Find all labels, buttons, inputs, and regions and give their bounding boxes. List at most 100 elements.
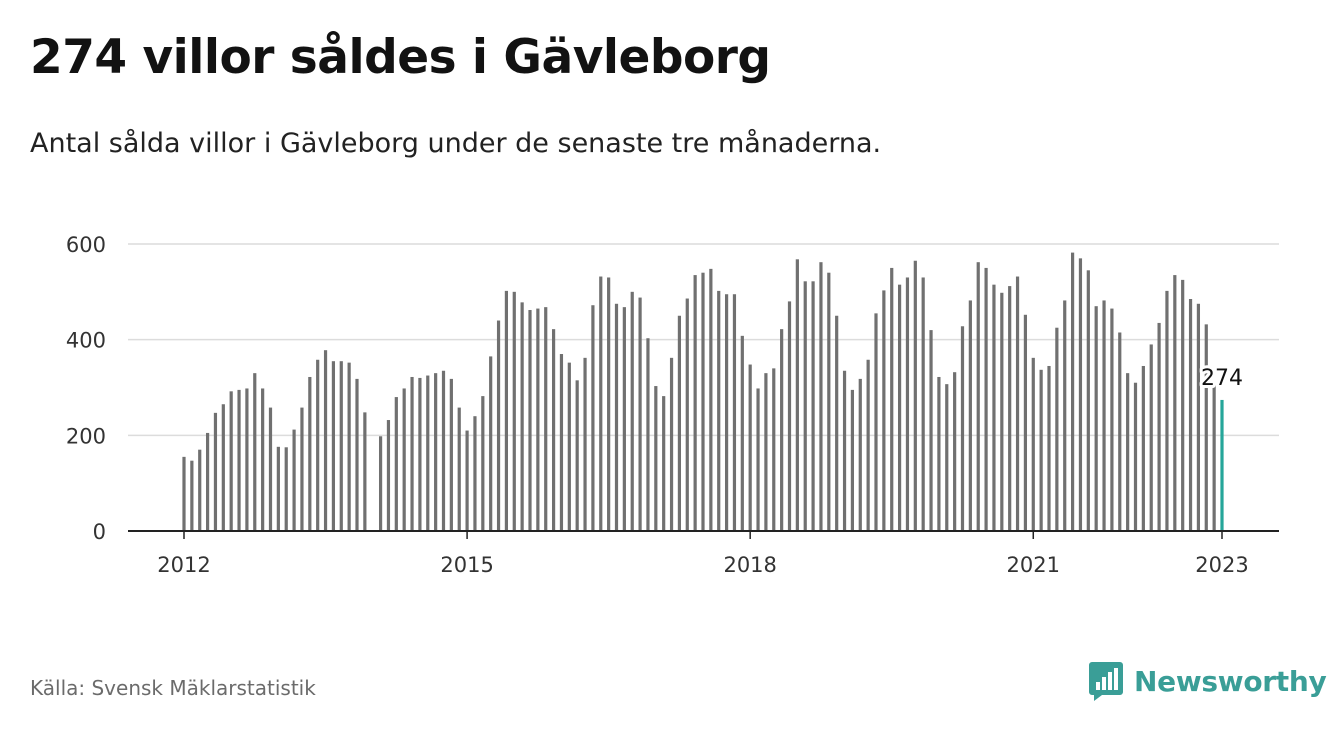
bar — [780, 329, 784, 531]
bar — [1204, 324, 1208, 531]
bar — [481, 396, 485, 531]
bar — [827, 272, 831, 531]
bar — [261, 388, 265, 531]
bar — [1070, 252, 1075, 532]
bar — [434, 373, 438, 531]
bar — [953, 372, 957, 531]
bar — [819, 262, 823, 531]
bar — [1055, 327, 1059, 531]
bar — [465, 430, 469, 531]
bar — [1196, 303, 1201, 531]
bar — [253, 373, 257, 531]
bar — [378, 436, 383, 531]
bar — [1094, 306, 1098, 531]
bar — [662, 396, 666, 531]
bar — [410, 376, 414, 531]
bar — [622, 307, 626, 531]
bar — [890, 267, 894, 531]
bar — [489, 356, 493, 531]
bar — [709, 268, 713, 531]
bar — [276, 446, 280, 531]
x-tick-label: 2015 — [440, 553, 493, 577]
bar — [591, 305, 595, 531]
bar — [1102, 300, 1106, 531]
y-tick-label: 600 — [66, 233, 106, 257]
bar — [614, 303, 619, 531]
bar — [1023, 314, 1028, 531]
newsworthy-logo-icon — [1089, 662, 1123, 701]
x-tick-label: 2018 — [723, 553, 776, 577]
bar — [874, 313, 878, 531]
bar — [1212, 385, 1216, 531]
source-note: Källa: Svensk Mäklarstatistik — [30, 676, 316, 700]
bar — [441, 370, 446, 531]
bar — [559, 354, 564, 531]
bar — [457, 407, 461, 531]
bar — [772, 368, 776, 531]
bar — [1000, 292, 1004, 531]
bar — [646, 338, 650, 531]
bar — [237, 389, 241, 531]
bar — [551, 329, 556, 531]
bar — [402, 388, 406, 531]
bar — [1149, 344, 1153, 531]
bar — [764, 373, 768, 531]
bar — [394, 397, 398, 531]
bar — [607, 277, 611, 531]
bar — [717, 290, 721, 531]
bar — [426, 375, 430, 531]
bar-chart: 0 200 400 600 2012 2015 2018 2021 2023 274 — [66, 233, 1279, 577]
bar — [316, 359, 320, 531]
bar — [190, 460, 194, 531]
bar — [850, 389, 855, 531]
brand-logo[interactable]: Newsworthy — [1088, 660, 1327, 702]
bar — [968, 300, 972, 531]
bar — [229, 391, 233, 531]
bar — [795, 259, 799, 531]
bar — [992, 284, 996, 531]
bar — [355, 378, 359, 531]
bar — [221, 404, 225, 531]
bar — [960, 326, 965, 531]
bar — [323, 350, 328, 531]
chart-title: 274 villor såldes i Gävleborg — [30, 30, 771, 85]
bar — [182, 456, 186, 531]
bars — [182, 252, 1224, 532]
bar — [732, 294, 737, 531]
bar — [1181, 279, 1185, 532]
bar — [268, 407, 273, 531]
bar — [473, 416, 477, 531]
bar — [1126, 373, 1130, 531]
y-tick-label: 0 — [93, 520, 106, 544]
bar — [1165, 290, 1169, 531]
x-tick-label: 2021 — [1007, 553, 1060, 577]
bar — [205, 432, 210, 531]
bar — [1188, 299, 1193, 531]
bar — [528, 310, 532, 531]
bar — [418, 377, 422, 531]
bar — [740, 335, 744, 531]
bar — [913, 260, 917, 531]
bar — [1086, 270, 1090, 531]
bar — [677, 315, 682, 531]
bar — [945, 384, 949, 531]
x-axis — [128, 530, 1279, 539]
bar — [1031, 357, 1035, 531]
bar — [897, 284, 902, 531]
bar — [347, 362, 351, 531]
bar — [811, 281, 815, 531]
bar — [363, 412, 367, 531]
bar — [213, 412, 218, 531]
value-label: 274 — [1201, 366, 1243, 391]
bar — [583, 357, 587, 531]
bar — [308, 376, 312, 531]
bar — [905, 277, 910, 531]
bar — [496, 320, 501, 531]
bar — [1133, 382, 1138, 531]
highlight-bar — [1220, 399, 1224, 531]
x-tick-label: 2012 — [157, 553, 210, 577]
bar — [748, 364, 752, 531]
bar — [1173, 275, 1177, 531]
chart-subtitle: Antal sålda villor i Gävleborg under de … — [30, 128, 882, 159]
bar — [536, 308, 540, 531]
